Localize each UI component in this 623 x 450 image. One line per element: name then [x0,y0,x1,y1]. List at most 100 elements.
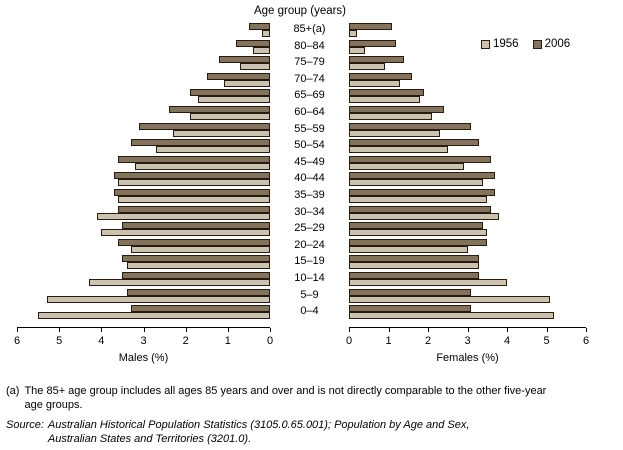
age-group-label: 5–9 [300,288,319,301]
male-bars-cell [17,105,270,122]
axis-tick [17,328,18,332]
bar-female-2006 [349,155,492,163]
bar-male-2006 [168,105,270,113]
pyramid-row: 50–54 [17,138,586,155]
bar-female-2006 [349,205,492,213]
pyramid-row: 55–59 [17,122,586,139]
axis-tick [388,328,390,332]
pyramid-row: 30–34 [17,205,586,222]
bar-male-1956 [173,129,270,137]
legend-label-1956: 1956 [493,38,519,50]
bar-male-1956 [118,195,270,203]
source-note: Source: Australian Historical Population… [6,419,469,446]
bar-male-2006 [118,155,270,163]
age-group-label: 35–39 [294,188,325,201]
female-bars-cell [349,105,586,122]
legend-swatch-2006 [532,39,542,49]
male-bars-cell [17,155,270,172]
bar-female-2006 [349,56,405,64]
male-bars-cell [17,55,270,72]
female-bars-cell [349,271,586,288]
bar-female-2006 [349,271,480,279]
axis-tick-label: 2 [182,335,189,347]
legend-label-2006: 2006 [544,38,571,50]
bar-male-2006 [248,23,270,30]
axis-tick-label: 5 [543,335,550,347]
male-bars-cell [17,22,270,39]
pyramid-row: 10–14 [17,271,586,288]
pyramid-row: 15–19 [17,254,586,271]
female-bars-cell [349,88,586,105]
bar-female-2006 [349,89,425,97]
axis-tick [349,328,350,332]
bar-male-2006 [219,56,270,64]
female-bars-cell [349,55,586,72]
age-group-label: 60–64 [294,105,325,118]
axis-tick [507,328,508,332]
age-group-label: 55–59 [294,122,325,135]
age-group-label: 50–54 [294,139,325,152]
age-group-label: 20–24 [294,238,325,251]
bar-male-2006 [118,205,270,213]
bar-male-1956 [189,112,270,120]
pyramid-row: 5–9 [17,288,586,305]
male-bars-cell [17,138,270,155]
male-bars-cell [17,122,270,139]
bar-female-2006 [349,288,472,296]
footnote-marker: (a) [6,385,20,397]
bar-female-1956 [349,229,488,237]
source-line-2: Australian States and Territories (3201.… [47,432,252,445]
bar-female-1956 [349,112,432,120]
bar-female-1956 [349,30,357,37]
axis-tick-label: 2 [424,335,432,347]
axis-tick [270,328,271,332]
bar-female-2006 [349,255,480,263]
legend-swatch-1956 [481,39,490,49]
axis-tick [101,328,103,332]
bar-male-1956 [261,30,270,37]
female-axis-title: Females (%) [436,352,499,364]
pyramid-row: 75–79 [17,55,586,72]
pyramid-row: 35–39 [17,188,586,205]
bar-female-1956 [349,312,555,320]
female-bars-cell [349,22,586,39]
age-group-label: 75–79 [294,56,325,69]
male-bars-cell [17,254,270,271]
bar-male-1956 [126,262,270,270]
age-group-label: 70–74 [294,72,325,85]
bar-female-1956 [349,79,401,87]
bar-male-1956 [46,295,270,303]
legend-item-2006: 2006 [532,38,571,50]
pyramid-row: 60–64 [17,105,586,122]
bar-male-2006 [206,72,270,80]
bar-male-1956 [156,146,270,154]
female-bars-cell [349,122,586,139]
bar-female-1956 [349,262,480,270]
male-axis-title: Males (%) [118,352,169,364]
axis-tick [546,328,548,332]
axis-tick-label: 4 [503,335,511,347]
pyramid-row: 20–24 [17,238,586,255]
female-bars-cell [349,138,586,155]
legend-item-1956: 1956 [481,38,519,50]
pyramid-rows: 85+(a) 80–84 75–79 70–74 65–69 60–64 55–59 50–5… [17,22,586,321]
age-group-label: 10–14 [294,271,325,284]
bar-female-2006 [349,72,413,80]
male-bars-cell [17,39,270,56]
source-line-1: Australian Historical Population Statist… [47,419,470,431]
source-prefix: Source: [6,419,44,431]
female-bars-cell [349,254,586,271]
bar-male-2006 [113,172,270,180]
age-group-label: 85+(a) [293,23,326,35]
axis-tick-label: 5 [56,335,63,347]
bar-male-1956 [240,63,270,71]
bar-female-2006 [349,39,397,47]
bar-female-1956 [349,129,440,137]
bar-female-1956 [349,295,551,303]
axis-tick [467,328,469,332]
axis-tick-label: 3 [140,335,147,347]
bar-female-1956 [349,162,464,170]
footnote-text: The 85+ age group includes all ages 85 y… [24,385,546,412]
male-bars-cell [17,304,270,321]
pyramid-row: 0–4 [17,304,586,321]
